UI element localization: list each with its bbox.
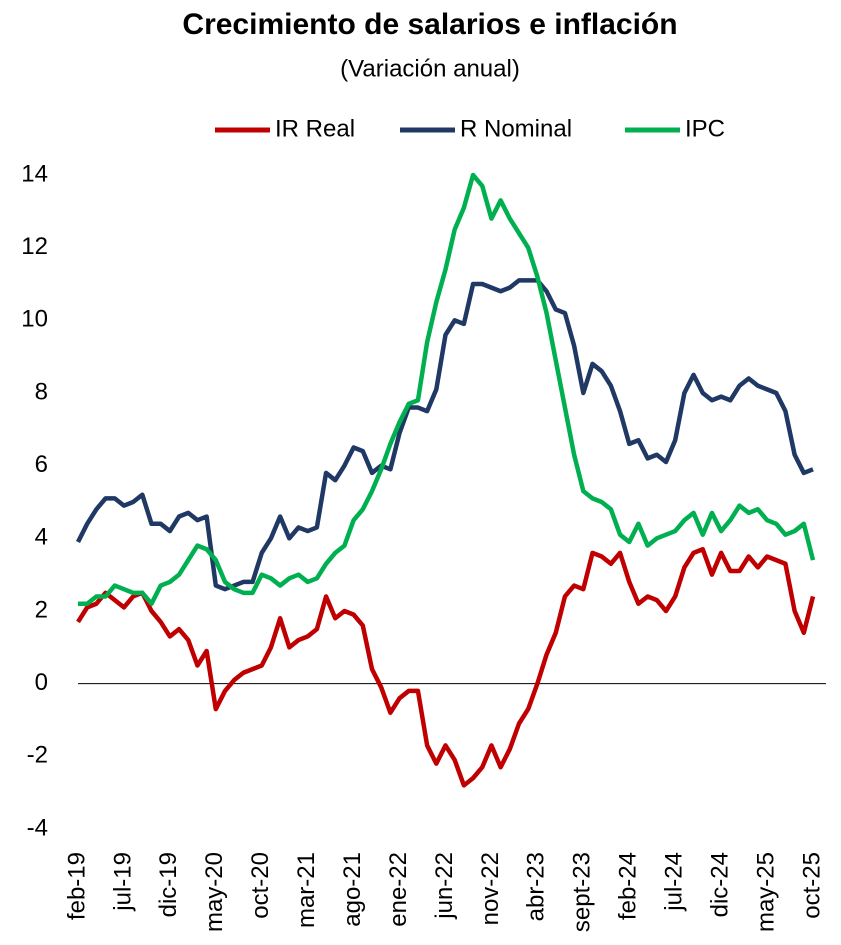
legend-label: IPC [685, 115, 725, 142]
y-tick-label: 8 [35, 378, 48, 405]
x-tick-label: sept-23 [569, 852, 596, 932]
x-tick-label: mar-21 [293, 852, 320, 928]
y-tick-label: -2 [27, 742, 48, 769]
x-tick-label: abr-23 [523, 852, 550, 921]
x-tick-label: dic-19 [155, 852, 182, 917]
x-tick-label: dic-24 [706, 852, 733, 917]
y-tick-label: -4 [27, 814, 48, 841]
chart-title: Crecimiento de salarios e inflación [182, 8, 677, 41]
x-tick-label: jul-24 [661, 852, 688, 912]
y-tick-label: 14 [21, 160, 48, 187]
x-tick-label: jun-22 [431, 852, 458, 920]
x-tick-label: nov-22 [477, 852, 504, 925]
legend-label: R Nominal [460, 115, 572, 142]
legend-label: IR Real [275, 115, 355, 142]
x-tick-label: oct-25 [798, 852, 825, 919]
x-tick-label: may-25 [752, 852, 779, 932]
line-series [78, 172, 816, 606]
x-tick-label: feb-19 [63, 852, 90, 920]
y-tick-label: 0 [35, 669, 48, 696]
line-series [76, 546, 816, 788]
x-tick-label: ene-22 [385, 852, 412, 927]
x-tick-label: may-20 [201, 852, 228, 932]
line-series [75, 278, 814, 592]
y-tick-label: 2 [35, 596, 48, 623]
y-tick-label: 10 [21, 306, 48, 333]
y-tick-label: 4 [35, 524, 48, 551]
y-tick-label: 12 [21, 233, 48, 260]
chart-subtitle: (Variación anual) [340, 55, 520, 82]
y-tick-label: 6 [35, 451, 48, 478]
x-tick-label: jul-19 [109, 852, 136, 912]
x-tick-label: oct-20 [247, 852, 274, 919]
x-tick-label: feb-24 [615, 852, 642, 920]
x-tick-label: ago-21 [339, 852, 366, 927]
